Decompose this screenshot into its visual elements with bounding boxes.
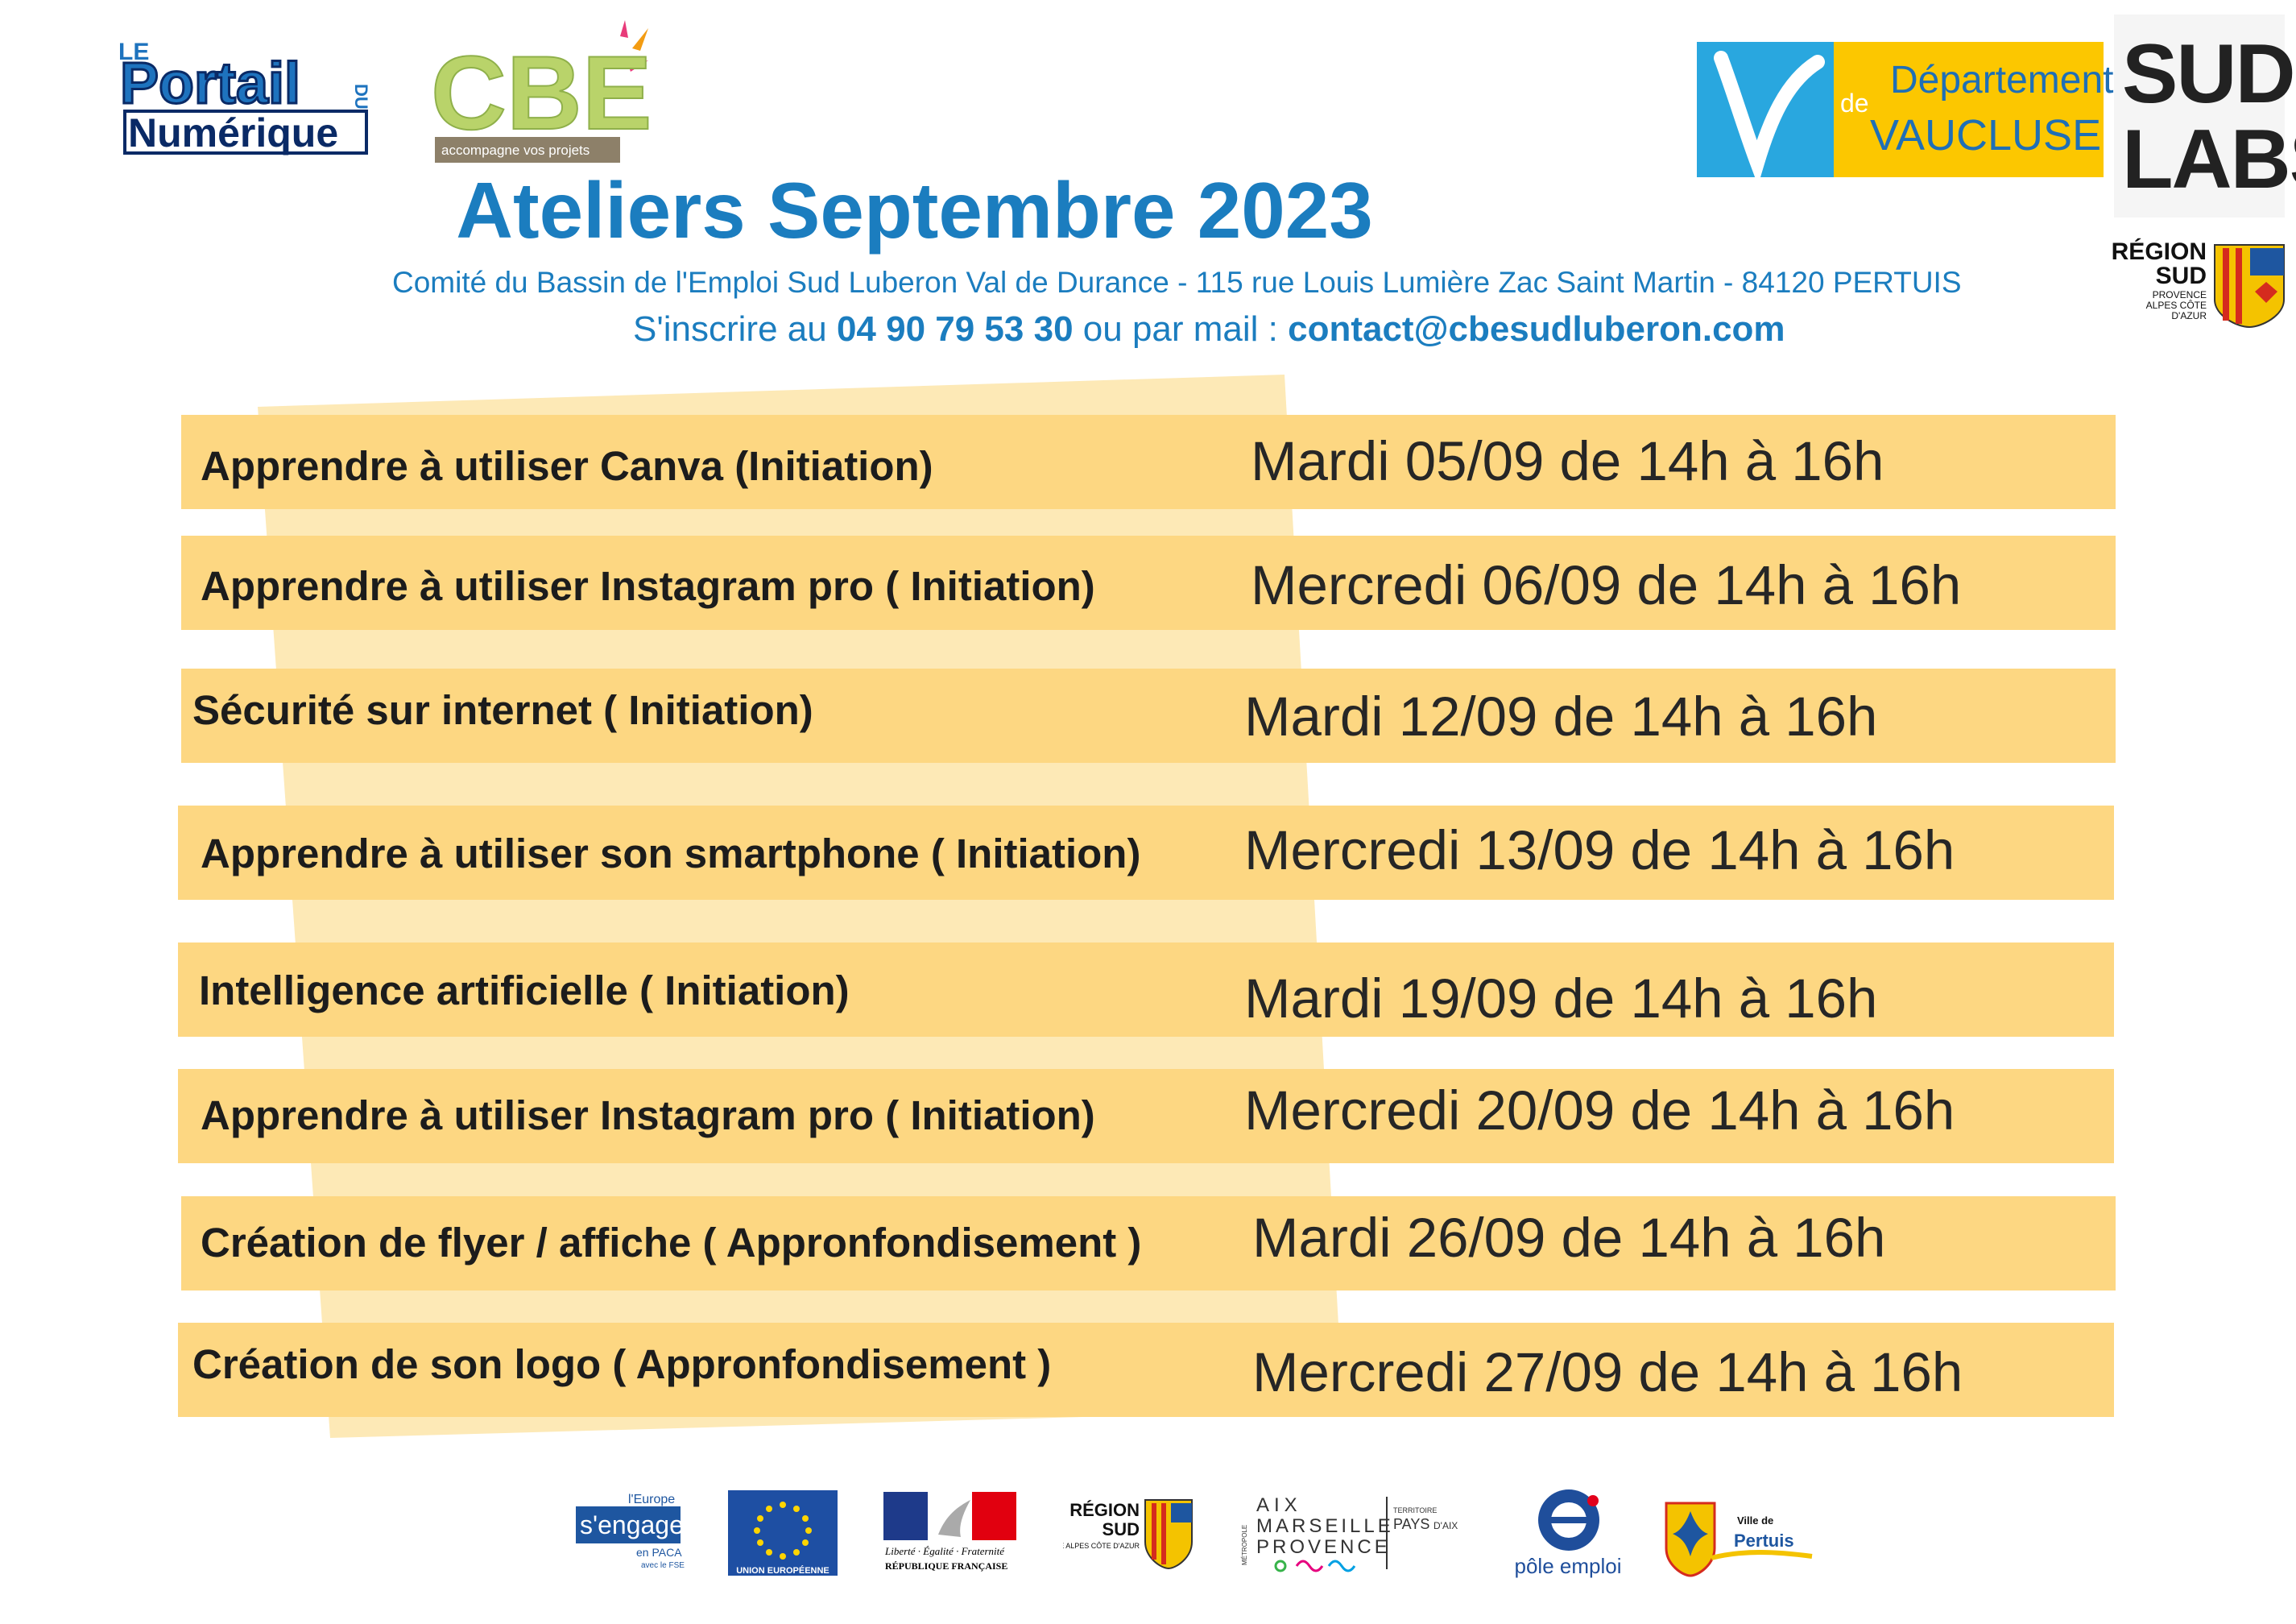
vaucluse-line1: Département: [1890, 59, 2114, 102]
workshop-row: Sécurité sur internet ( Initiation) Mard…: [181, 669, 2116, 763]
vaucluse-v-icon: [1697, 42, 1834, 186]
workshop-row: Création de son logo ( Appronfondisement…: [178, 1323, 2114, 1417]
workshop-title: Création de flyer / affiche ( Appronfond…: [201, 1220, 1142, 1266]
workshop-title: Apprendre à utiliser Canva (Initiation): [201, 443, 933, 489]
svg-text:CBE: CBE: [431, 34, 652, 151]
workshop-title: Intelligence artificielle ( Initiation): [199, 967, 850, 1013]
workshop-date: Mercredi 06/09 de 14h à 16h: [1251, 554, 1962, 616]
phone-number[interactable]: 04 90 79 53 30: [836, 309, 1074, 349]
workshop-date: Mercredi 20/09 de 14h à 16h: [1244, 1079, 1955, 1141]
region-sud-logo: RÉGION SUD PROVENCE ALPES CÔTE D'AZUR: [2110, 240, 2287, 330]
svg-text:Liberté · Égalité · Fraternité: Liberté · Égalité · Fraternité: [884, 1545, 1005, 1557]
workshop-date: Mercredi 27/09 de 14h à 16h: [1252, 1341, 1963, 1403]
region-sud-footer-logo: RÉGION SUD PROVENCE ALPES CÔTE D'AZUR: [1024, 1492, 1200, 1576]
svg-text:pôle emploi: pôle emploi: [1515, 1554, 1622, 1578]
portail-du-numerique-logo: LE Portail DU Numérique: [117, 32, 383, 157]
svg-text:s'engage: s'engage: [580, 1510, 684, 1539]
svg-text:AIX: AIX: [1256, 1494, 1302, 1516]
svg-text:SUD: SUD: [1102, 1519, 1140, 1539]
cbe-logo: CBE accompagne vos projets: [427, 16, 652, 165]
svg-text:en PACA: en PACA: [636, 1546, 682, 1559]
email-link[interactable]: contact@cbesudluberon.com: [1288, 309, 1785, 349]
workshop-title: Apprendre à utiliser Instagram pro ( Ini…: [201, 1092, 1095, 1138]
svg-text:avec le FSE: avec le FSE: [641, 1561, 685, 1569]
svg-text:RÉPUBLIQUE FRANÇAISE: RÉPUBLIQUE FRANÇAISE: [885, 1560, 1007, 1572]
workshop-title: Sécurité sur internet ( Initiation): [192, 687, 813, 733]
svg-text:PROVENCE ALPES CÔTE D'AZUR: PROVENCE ALPES CÔTE D'AZUR: [1063, 1542, 1140, 1550]
svg-text:TERRITOIRE: TERRITOIRE: [1393, 1506, 1437, 1514]
region-sud-small: PROVENCE ALPES CÔTE D'AZUR: [2145, 289, 2207, 321]
region-sud-line1: RÉGION: [2111, 238, 2207, 265]
svg-text:Ville de: Ville de: [1737, 1514, 1773, 1527]
aix-marseille-provence-logo: AIX MARSEILLE PROVENCE MÉTROPOLE TERRITO…: [1240, 1489, 1474, 1576]
workshop-row: Apprendre à utiliser Instagram pro ( Ini…: [181, 536, 2116, 630]
svg-text:l'Europe: l'Europe: [628, 1493, 675, 1506]
sudlabs-line1: SUD: [2122, 27, 2296, 121]
svg-text:LE: LE: [118, 39, 149, 65]
union-europeenne-logo: UNION EUROPÉENNE: [726, 1489, 839, 1577]
svg-text:MARSEILLE: MARSEILLE: [1256, 1515, 1394, 1537]
pole-emploi-logo: pôle emploi: [1506, 1486, 1631, 1581]
workshop-title: Apprendre à utiliser son smartphone ( In…: [201, 831, 1141, 876]
svg-text:PAYS: PAYS: [1393, 1516, 1429, 1532]
workshop-date: Mardi 12/09 de 14h à 16h: [1244, 686, 1878, 748]
departement-vaucluse-logo: Département de VAUCLUSE: [1697, 42, 2113, 186]
sudlabs-line2: LABS: [2122, 113, 2296, 206]
svg-text:D'AIX: D'AIX: [1433, 1520, 1458, 1531]
vaucluse-de: de: [1840, 89, 1869, 118]
sud-labs-logo: SUD LABS: [2114, 14, 2296, 218]
workshop-date: Mardi 26/09 de 14h à 16h: [1252, 1207, 1886, 1269]
svg-text:accompagne vos projets: accompagne vos projets: [441, 143, 590, 158]
europe-sengage-logo: l'Europe s'engage en PACA avec le FSE: [572, 1489, 685, 1570]
region-sud-shield-icon: [2214, 244, 2285, 329]
contact-line: S'inscrire au 04 90 79 53 30 ou par mail…: [633, 309, 1785, 349]
region-sud-line2: SUD: [2155, 263, 2207, 289]
workshop-row: Apprendre à utiliser Canva (Initiation) …: [181, 415, 2116, 509]
workshop-row: Création de flyer / affiche ( Appronfond…: [181, 1196, 2116, 1290]
republique-francaise-logo: Liberté · Égalité · Fraternité RÉPUBLIQU…: [882, 1490, 1019, 1575]
svg-text:Numérique: Numérique: [128, 110, 338, 155]
address-line: Comité du Bassin de l'Emploi Sud Luberon…: [392, 266, 1962, 299]
workshop-date: Mardi 19/09 de 14h à 16h: [1244, 967, 1878, 1030]
svg-text:DU: DU: [351, 84, 371, 110]
workshop-row: Apprendre à utiliser son smartphone ( In…: [178, 806, 2114, 900]
workshop-title: Création de son logo ( Appronfondisement…: [192, 1341, 1052, 1387]
page-title: Ateliers Septembre 2023: [456, 166, 1373, 255]
workshop-date: Mercredi 13/09 de 14h à 16h: [1244, 819, 1955, 881]
workshop-row: Intelligence artificielle ( Initiation) …: [178, 942, 2114, 1037]
workshop-title: Apprendre à utiliser Instagram pro ( Ini…: [201, 563, 1095, 609]
ville-de-pertuis-logo: Ville de Pertuis: [1663, 1500, 1816, 1580]
svg-text:MÉTROPOLE: MÉTROPOLE: [1241, 1525, 1248, 1565]
svg-text:PROVENCE: PROVENCE: [1256, 1536, 1391, 1558]
svg-text:UNION EUROPÉENNE: UNION EUROPÉENNE: [736, 1565, 829, 1576]
workshop-date: Mardi 05/09 de 14h à 16h: [1251, 430, 1884, 492]
svg-text:Portail: Portail: [120, 52, 300, 116]
svg-text:RÉGION: RÉGION: [1069, 1500, 1140, 1520]
svg-text:Pertuis: Pertuis: [1734, 1531, 1794, 1551]
workshop-row: Apprendre à utiliser Instagram pro ( Ini…: [178, 1069, 2114, 1163]
vaucluse-line2: VAUCLUSE: [1870, 111, 2102, 160]
